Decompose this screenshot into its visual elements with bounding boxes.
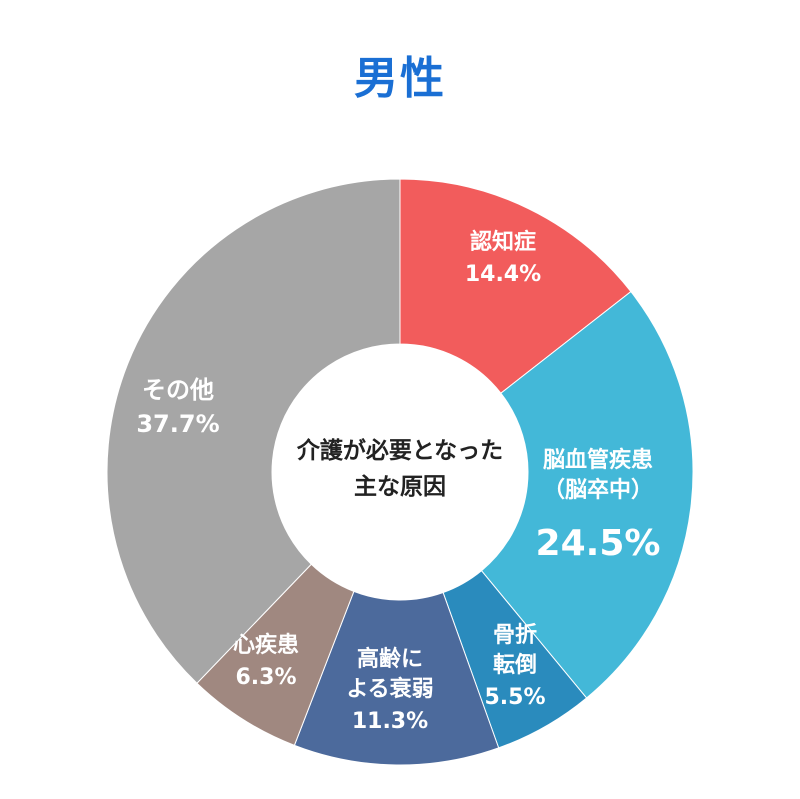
slice-label-text: （脳卒中） <box>543 477 653 503</box>
slice-label-text: その他 <box>142 376 214 404</box>
slice-label-text: 転倒 <box>493 652 537 678</box>
slice-label-text: 脳血管疾患 <box>543 447 653 473</box>
slice-label-text: 認知症 <box>470 229 536 255</box>
center-label-text: 主な原因 <box>354 474 446 500</box>
slice-value-label: 11.3% <box>352 709 428 734</box>
donut-slice <box>293 590 500 766</box>
donut-slice <box>106 178 401 684</box>
center-label-text: 介護が必要となった <box>296 437 503 464</box>
slice-label-text: 心疾患 <box>233 632 299 658</box>
slice-label-text: よる衰弱 <box>346 676 433 702</box>
slice-label-text: 骨折 <box>493 623 537 648</box>
slice-value-label: 24.5% <box>536 523 661 564</box>
slice-value-label: 6.3% <box>235 665 296 690</box>
donut-slice <box>399 178 632 394</box>
donut-slices <box>106 178 694 766</box>
donut-slice <box>480 290 694 699</box>
chart-title: 男性 <box>354 53 446 104</box>
slice-value-label: 37.7% <box>136 410 219 438</box>
slice-value-label: 5.5% <box>484 685 545 710</box>
slice-value-label: 14.4% <box>465 262 541 287</box>
slice-label-text: 高齢に <box>357 646 423 672</box>
